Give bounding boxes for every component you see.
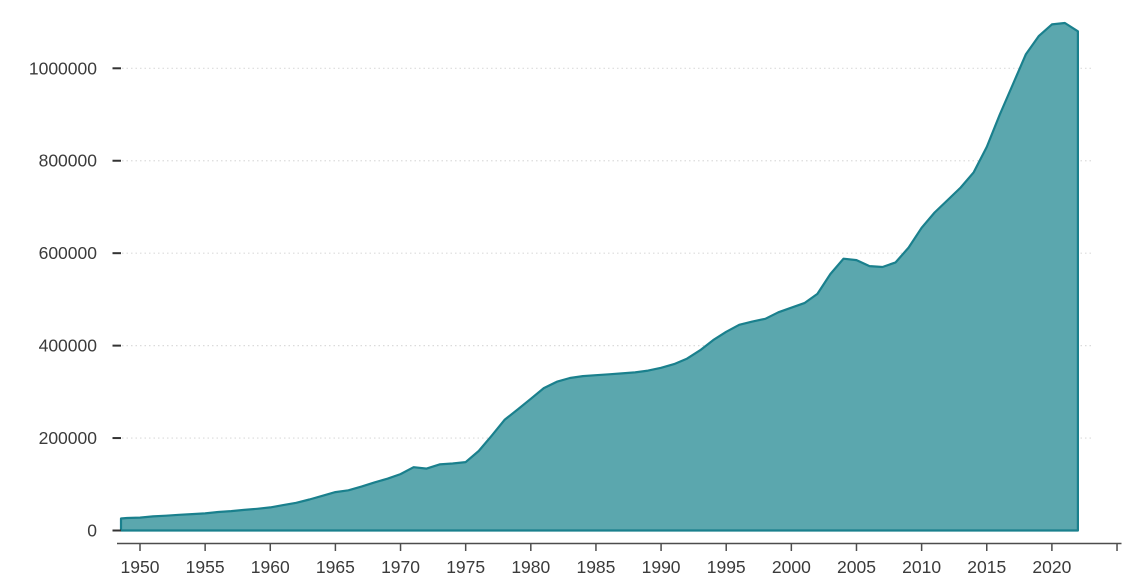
y-tick-label: 200000 xyxy=(39,428,98,448)
x-tick-label: 2000 xyxy=(772,557,811,577)
x-tick-label: 1985 xyxy=(576,557,615,577)
x-tick-label: 1980 xyxy=(511,557,550,577)
x-tick-label: 2015 xyxy=(967,557,1006,577)
y-tick-label: 0 xyxy=(87,521,97,541)
x-tick-label: 1975 xyxy=(446,557,485,577)
x-tick-label: 2005 xyxy=(837,557,876,577)
x-tick-label: 1970 xyxy=(381,557,420,577)
y-tick-label: 600000 xyxy=(39,243,98,263)
x-tick-label: 2020 xyxy=(1032,557,1071,577)
x-tick-label: 1965 xyxy=(316,557,355,577)
y-tick-label: 800000 xyxy=(39,151,98,171)
x-tick-label: 1990 xyxy=(642,557,681,577)
x-tick-label: 1950 xyxy=(121,557,160,577)
area-series-path xyxy=(119,21,1079,532)
x-tick-label: 1955 xyxy=(186,557,225,577)
y-tick-label: 1000000 xyxy=(29,58,97,78)
x-tick-label: 1960 xyxy=(251,557,290,577)
y-tick-label: 400000 xyxy=(39,336,98,356)
x-tick-label: 2010 xyxy=(902,557,941,577)
x-tick-label: 1995 xyxy=(707,557,746,577)
